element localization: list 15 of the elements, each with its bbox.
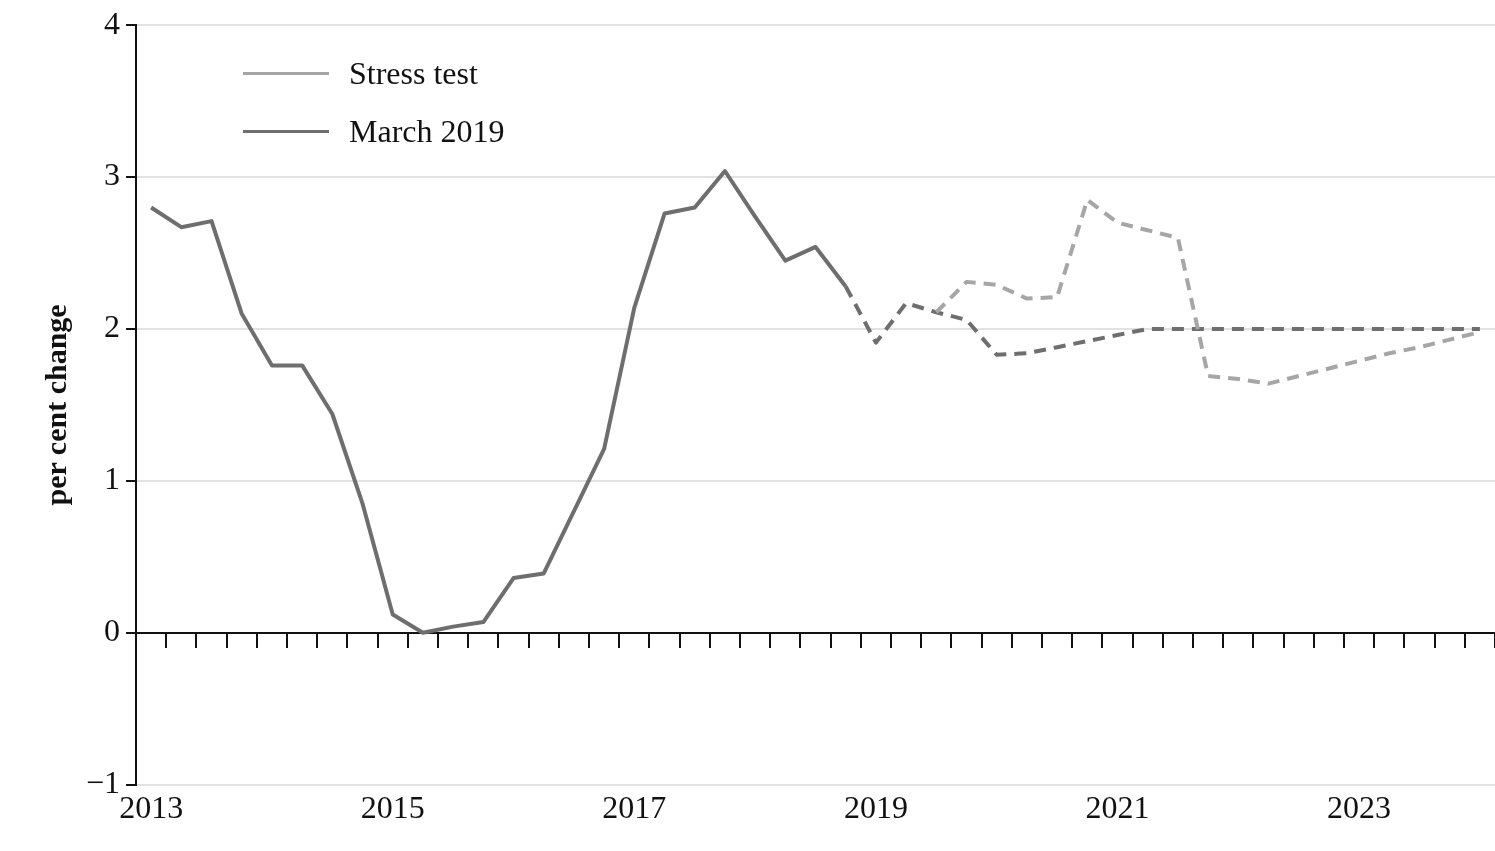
x-tick-label: 2021	[1085, 789, 1150, 826]
y-axis-title: per cent change	[38, 304, 72, 506]
legend-label: March 2019	[349, 112, 505, 150]
legend-label: Stress test	[349, 54, 478, 92]
y-tick-label: 2	[104, 308, 121, 345]
x-tick-label: 2017	[602, 789, 667, 826]
y-tick-label: 1	[104, 460, 121, 497]
y-tick-label: 3	[104, 156, 121, 193]
x-tick-label: 2023	[1327, 789, 1392, 826]
x-tick-label: 2019	[843, 789, 908, 826]
y-tick-label: 4	[104, 4, 121, 41]
x-tick-label: 2015	[360, 789, 425, 826]
y-tick-label: −1	[86, 764, 121, 801]
y-tick-label: 0	[104, 612, 121, 649]
x-tick-label: 2013	[119, 789, 184, 826]
